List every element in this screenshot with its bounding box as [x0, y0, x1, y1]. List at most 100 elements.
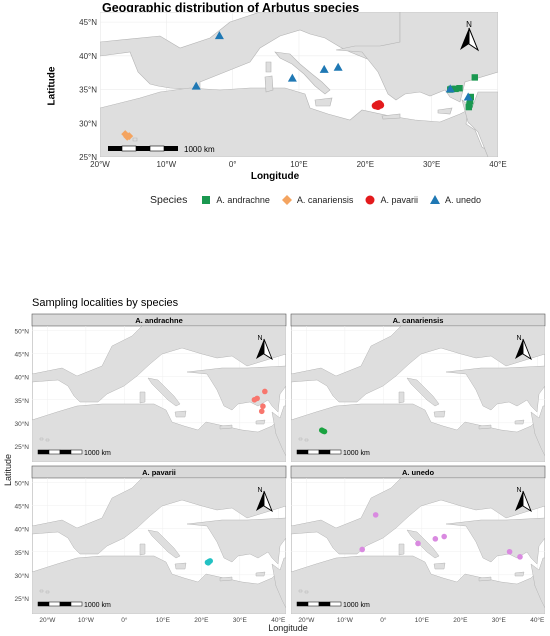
facet-map-area: 1000 km N	[32, 326, 286, 462]
data-point	[506, 548, 513, 555]
data-point	[374, 102, 382, 111]
north-label: N	[516, 487, 521, 494]
x-tick-label: 0°	[229, 160, 237, 169]
x-tick-label: 40°E	[530, 616, 545, 624]
legend-item-pavarii: A. pavarii	[365, 195, 418, 205]
x-tick-label: 20°E	[357, 160, 374, 169]
data-point	[251, 396, 258, 403]
circle-icon	[365, 195, 375, 205]
x-tick-label: 10°E	[415, 616, 430, 624]
north-label: N	[516, 335, 521, 342]
facet-strip-label: A. unedo	[402, 468, 434, 477]
legend-item-andrachne: A. andrachne	[201, 195, 270, 205]
facet-map: A. andrachne 1000 km N 25°N 30°N 35°N 40°N 45°N…	[14, 313, 546, 624]
north-africa	[100, 87, 498, 157]
legend-label: A. unedo	[444, 195, 481, 205]
x-tick-label: 10°E	[290, 160, 307, 169]
scale-bar-label: 1000 km	[184, 145, 215, 154]
data-point	[258, 408, 265, 415]
data-point	[287, 73, 297, 82]
legend-item-canariensis: A. canariensis	[281, 195, 353, 205]
y-tick-label: 30°N	[14, 572, 29, 580]
data-point	[333, 62, 343, 71]
scale-bar	[296, 601, 342, 607]
legend: Species A. andrachne A. canariensis A. p…	[150, 194, 493, 206]
data-point	[372, 512, 379, 518]
land-layer	[291, 478, 545, 614]
diamond-icon	[281, 195, 292, 205]
x-tick-label: 20°E	[194, 616, 209, 624]
north-label: N	[257, 487, 262, 494]
north-arrow-icon: N	[460, 20, 480, 52]
corsica	[265, 61, 272, 73]
y-tick-label: 50°N	[14, 480, 29, 488]
facet-strip-label: A. pavarii	[142, 468, 176, 477]
scale-bar	[108, 145, 178, 152]
y-tick-label: 25°N	[14, 595, 29, 603]
x-tick-label: 20°W	[90, 160, 110, 169]
y-tick-label: 35°N	[14, 549, 29, 557]
data-point	[456, 85, 463, 92]
facet-map-area: 1000 km N	[32, 478, 286, 614]
data-point	[452, 85, 459, 93]
y-axis-label: Latitude	[46, 66, 58, 106]
x-tick-label: 0°	[121, 616, 128, 624]
facet-strip-label: A. andrachne	[135, 316, 183, 325]
x-tick-label: 30°E	[492, 616, 507, 624]
x-tick-label: 20°W	[298, 616, 315, 624]
sicily	[314, 97, 333, 107]
facet-figure-title: Sampling localities by species	[32, 297, 179, 309]
north-label: N	[466, 20, 472, 29]
data-point	[214, 31, 224, 40]
land-layer	[100, 12, 498, 157]
scale-bar	[296, 449, 342, 455]
data-point	[123, 132, 132, 141]
x-tick-label: 10°E	[156, 616, 171, 624]
north-arrow-icon: N	[256, 487, 273, 513]
scale-bar-label: 1000 km	[84, 450, 111, 457]
data-point	[465, 103, 473, 111]
facet-panel: A. andrachne 1000 km N 25°N 30°N 35°N 40°N 45°N…	[14, 313, 287, 462]
x-axis-label: Longitude	[250, 171, 300, 182]
top-x-ticks: 20°W 10°W 0° 10°E 20°E 30°E 40°E	[90, 160, 507, 169]
scale-bar-label: 1000 km	[84, 602, 111, 609]
facet-panel: A. pavarii 1000 km N 25°N 30°N 35°N 40°N 45°N 50…	[14, 465, 287, 624]
x-tick-label: 30°E	[233, 616, 248, 624]
data-point	[262, 388, 268, 395]
top-y-ticks: 25°N 30°N 35°N 40°N 45°N	[79, 18, 97, 162]
facet-map-area: 1000 km N	[291, 478, 545, 614]
map-title: Geographic distribution of Arbutus speci…	[102, 1, 360, 15]
data-point	[321, 428, 328, 435]
x-tick-label: 40°E	[271, 616, 286, 624]
triangle-icon	[429, 195, 440, 204]
legend-title: Species	[150, 194, 188, 206]
land-layer	[32, 478, 286, 614]
y-tick-label: 45°N	[14, 503, 29, 511]
y-tick-label: 25°N	[79, 153, 97, 162]
sardinia	[264, 75, 274, 93]
y-tick-label: 35°N	[79, 86, 97, 95]
data-point	[415, 540, 421, 547]
italy	[274, 51, 331, 95]
data-point	[466, 97, 474, 105]
data-point	[441, 533, 447, 540]
data-point	[319, 64, 329, 73]
cyprus	[437, 107, 453, 115]
north-arrow-icon: N	[515, 487, 532, 513]
x-tick-label: 30°E	[423, 160, 440, 169]
data-point	[467, 93, 475, 101]
y-tick-label: 30°N	[79, 119, 97, 128]
north-arrow-icon: N	[515, 335, 532, 361]
x-tick-label: 10°W	[337, 616, 354, 624]
x-tick-label: 20°W	[39, 616, 56, 624]
y-tick-label: 45°N	[79, 18, 97, 27]
y-tick-label: 50°N	[14, 328, 29, 336]
data-point	[445, 84, 455, 93]
y-tick-label: 40°N	[14, 526, 29, 534]
top-map: 25°N 30°N 35°N 40°N 45°N 20°W 10°W 0° 10°E 20°E 3…	[79, 12, 507, 169]
facet-panel: A. unedo 1000 km N 20°W 10°W 0° 10°E 20°E 30°E 40…	[290, 465, 546, 624]
data-point	[359, 546, 365, 553]
x-tick-label: 10°W	[78, 616, 95, 624]
scale-bar-label: 1000 km	[343, 450, 370, 457]
y-tick-label: 40°N	[14, 374, 29, 382]
